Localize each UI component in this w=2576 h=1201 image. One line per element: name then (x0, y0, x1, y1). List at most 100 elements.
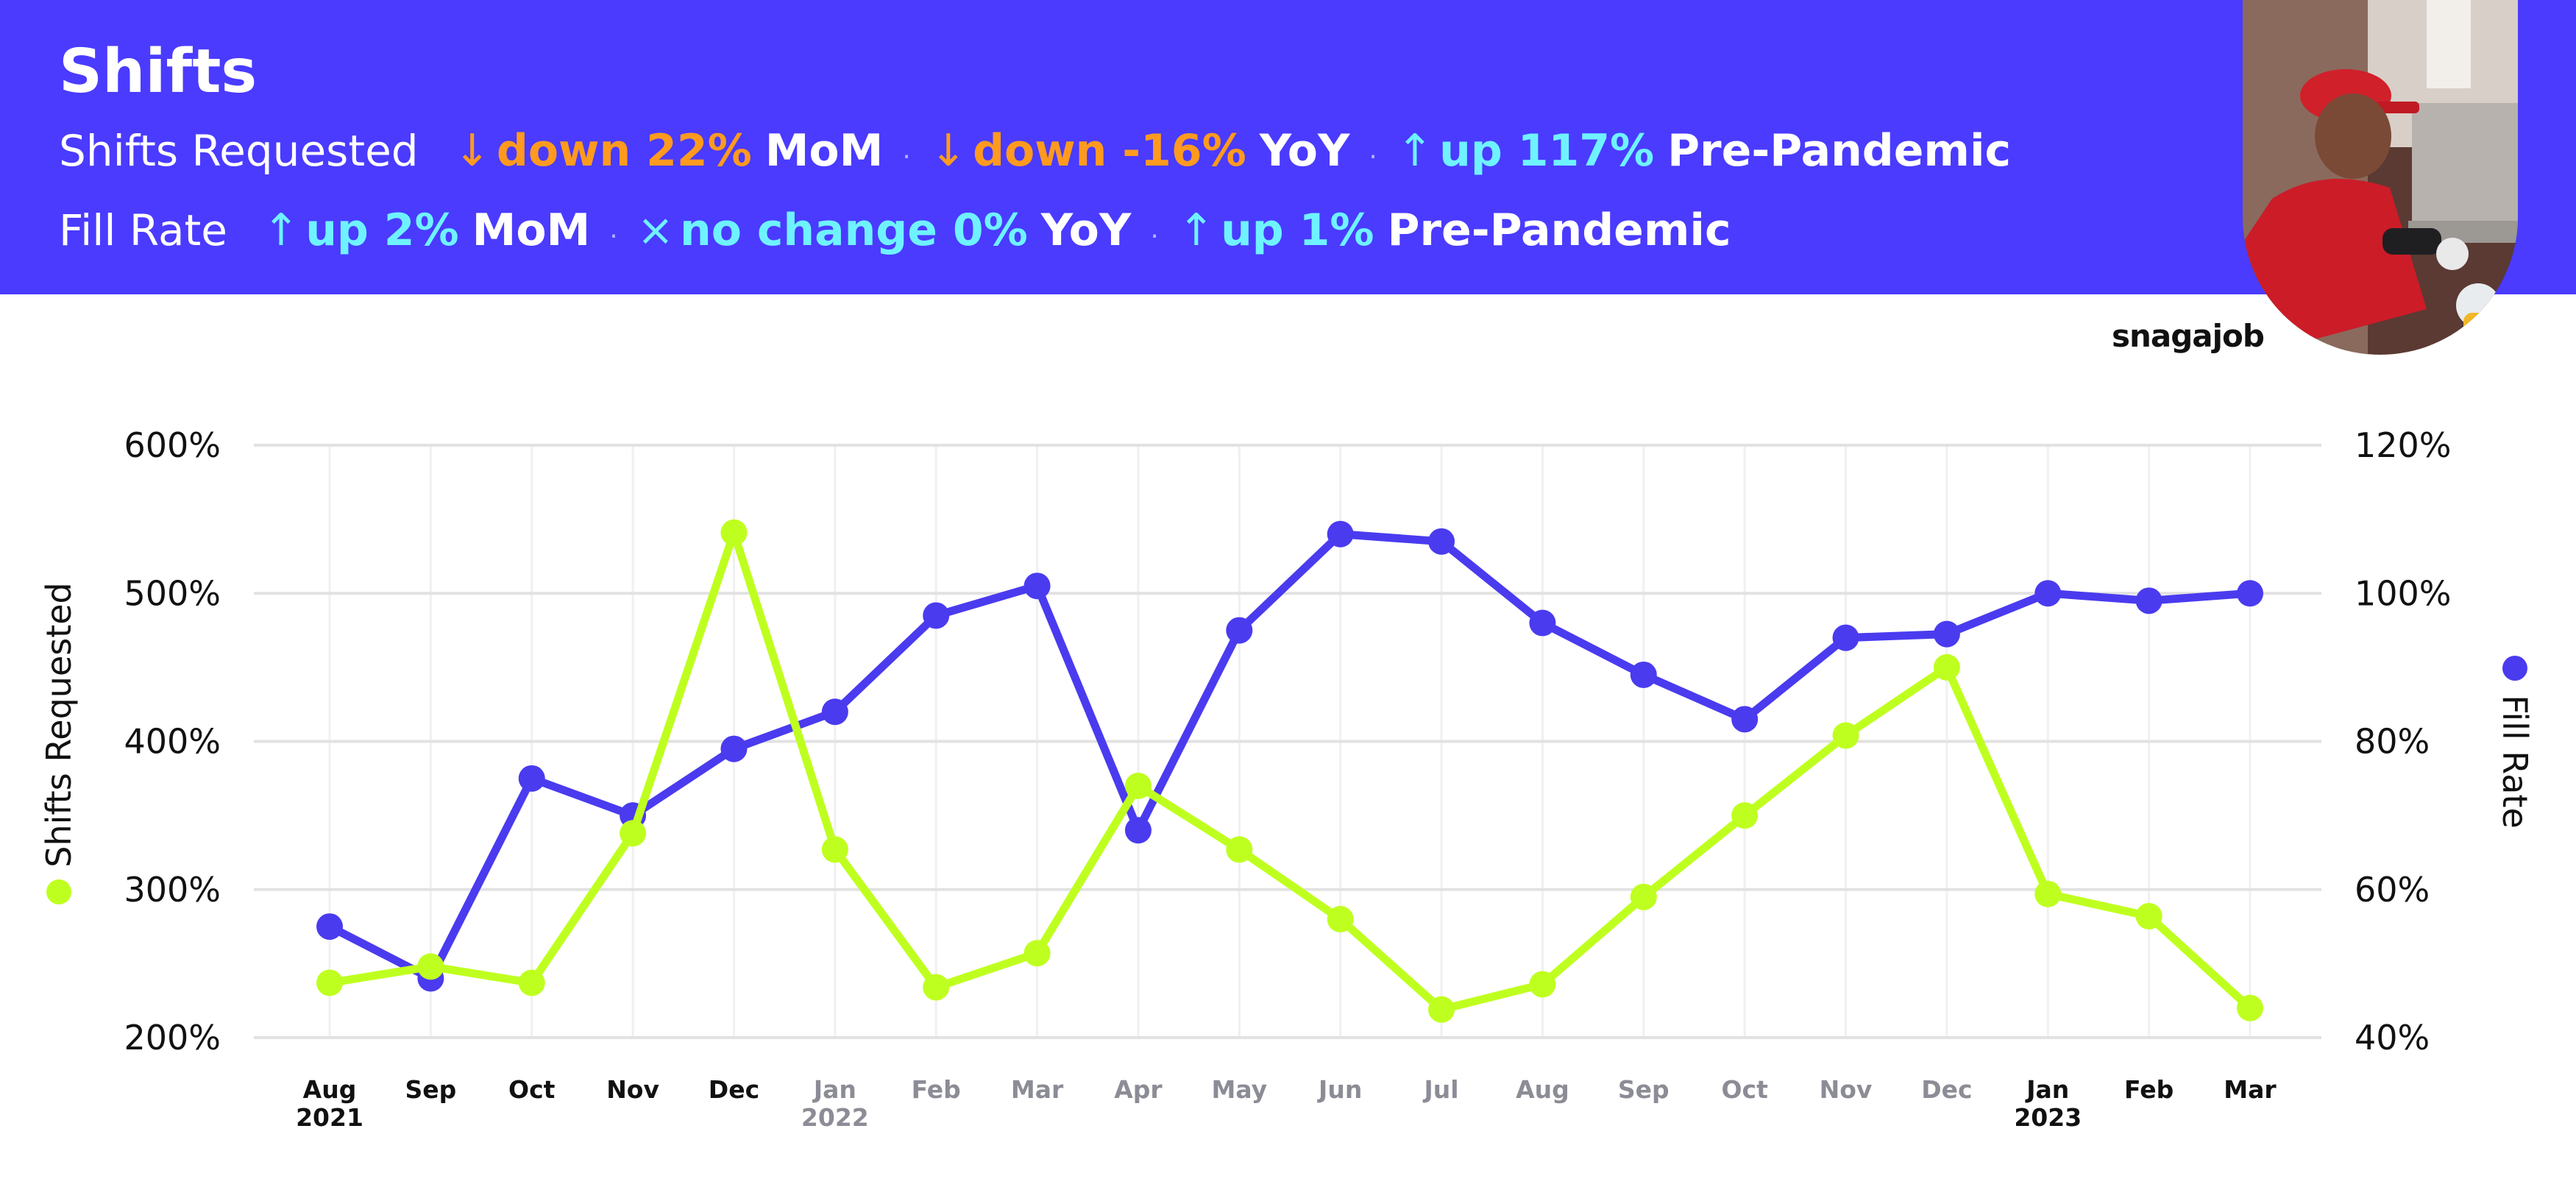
y-left-axis-title: Shifts Requested (39, 582, 79, 868)
shifts-requested-point (2135, 902, 2162, 929)
up-arrow-icon: ↑ (1177, 205, 1216, 256)
stat-period: YoY (1040, 205, 1132, 256)
shifts-requested-point (1023, 940, 1051, 967)
shifts-requested-point (1226, 836, 1253, 863)
up-arrow-icon: ↑ (1396, 125, 1434, 177)
x-tick-label: Mar (2224, 1075, 2277, 1104)
fill-rate-point (1630, 661, 1657, 688)
x-tick-label: Jun (1317, 1075, 1362, 1104)
fill-rate-point (1124, 817, 1152, 844)
shifts-requested-point (620, 820, 647, 847)
stat-period: MoM (472, 205, 591, 256)
shifts-mom-stat: ↓ down 22% MoM (454, 125, 884, 177)
fill-rate-label: Fill Rate (59, 205, 227, 255)
fill-rate-point (2135, 587, 2162, 614)
x-tick-label: Sep (1618, 1075, 1670, 1104)
shifts-prepandemic-stat: ↑ up 117% Pre-Pandemic (1397, 125, 2011, 177)
x-tick-label: Sep (405, 1075, 456, 1104)
fill-rate-point (1023, 573, 1051, 600)
shifts-requested-point (1731, 802, 1759, 829)
x-tick-label: Aug (1516, 1075, 1569, 1104)
fill-rate-point (923, 602, 950, 629)
shifts-requested-point (1327, 906, 1354, 932)
fill-prepandemic-stat: ↑ up 1% Pre-Pandemic (1178, 205, 1731, 256)
x-tick-year-label: 2023 (2014, 1103, 2082, 1132)
stat-period: Pre-Pandemic (1667, 125, 2012, 177)
up-arrow-icon: ↑ (262, 205, 300, 256)
shifts-requested-point (1933, 653, 1960, 681)
stat-value: down -16% (973, 125, 1246, 177)
down-arrow-icon: ↓ (453, 125, 491, 177)
x-tick-year-label: 2021 (296, 1103, 363, 1132)
y-left-tick-label: 600% (124, 425, 221, 465)
shifts-requested-point (720, 519, 748, 546)
separator-dot: · (1369, 142, 1377, 172)
shifts-requested-point (2237, 994, 2263, 1021)
x-tick-label: Aug (303, 1075, 357, 1104)
stat-period: Pre-Pandemic (1387, 205, 1731, 256)
fill-rate-legend-marker (2502, 656, 2527, 681)
stat-value: up 1% (1221, 205, 1374, 256)
fill-rate-point (821, 698, 848, 726)
fill-mom-stat: ↑ up 2% MoM (263, 205, 590, 256)
shifts-requested-point (417, 953, 444, 980)
y-right-tick-label: 60% (2355, 870, 2430, 910)
fill-rate-line (325, 530, 2254, 982)
x-tick-label: Nov (606, 1075, 659, 1104)
snagajob-logo: snagajob (2112, 318, 2265, 354)
x-tick-label: Jan (2025, 1075, 2069, 1104)
y-left-tick-label: 400% (124, 722, 221, 762)
fill-rate-row: Fill Rate ↑ up 2% MoM · × no change 0% Y… (59, 205, 1731, 256)
stat-value: down 22% (496, 125, 752, 177)
stat-period: YoY (1259, 125, 1350, 177)
fill-rate-point (2237, 580, 2263, 607)
shifts-requested-point (1124, 772, 1152, 799)
stat-value: no change 0% (680, 205, 1028, 256)
y-right-axis-title: Fill Rate (2495, 695, 2535, 829)
x-tick-label: Dec (1921, 1075, 1972, 1104)
x-tick-label: Oct (1721, 1075, 1768, 1104)
x-tick-label: Nov (1820, 1075, 1873, 1104)
separator-dot: · (1150, 222, 1159, 252)
shifts-requested-point (1428, 996, 1455, 1023)
stat-period: MoM (764, 125, 884, 177)
shifts-yoy-stat: ↓ down -16% YoY (930, 125, 1350, 177)
y-right-tick-label: 40% (2355, 1018, 2430, 1057)
shifts-requested-point (923, 974, 950, 1001)
x-tick-label: May (1212, 1075, 1268, 1104)
x-tick-label: Dec (709, 1075, 759, 1104)
x-tick-label: Jan (812, 1075, 856, 1104)
fill-rate-point (1933, 620, 1960, 648)
shifts-requested-point (1630, 883, 1657, 910)
shifts-requested-point (2034, 880, 2062, 907)
shifts-requested-point (821, 836, 848, 863)
x-tick-label: Feb (2124, 1075, 2174, 1104)
x-icon: × (636, 205, 674, 256)
shifts-requested-row: Shifts Requested ↓ down 22% MoM · ↓ down… (59, 125, 2011, 177)
y-left-tick-label: 200% (124, 1018, 221, 1057)
x-tick-label: Feb (912, 1075, 961, 1104)
fill-rate-point (720, 735, 748, 762)
y-left-tick-label: 500% (124, 573, 221, 613)
fill-rate-point (518, 765, 545, 792)
stat-value: up 2% (305, 205, 459, 256)
fill-rate-point (2034, 580, 2062, 607)
fill-rate-point (1731, 706, 1759, 733)
separator-dot: · (609, 222, 618, 252)
shifts-requested-line (325, 528, 2254, 1014)
header-banner: Shifts Shifts Requested ↓ down 22% MoM ·… (0, 0, 2576, 294)
fill-rate-point (1832, 624, 1859, 651)
x-tick-label: Apr (1114, 1075, 1163, 1104)
shifts-requested-point (518, 969, 545, 996)
x-tick-label: Oct (508, 1075, 556, 1104)
shifts-requested-point (316, 969, 343, 996)
fill-rate-point (316, 913, 343, 940)
page-title: Shifts (59, 37, 258, 107)
y-left-tick-label: 300% (124, 870, 221, 910)
fill-rate-point (1529, 609, 1556, 637)
fill-rate-point (1428, 528, 1455, 555)
shifts-requested-point (1832, 722, 1859, 749)
x-tick-year-label: 2022 (801, 1103, 869, 1132)
fill-rate-point (1226, 617, 1253, 644)
